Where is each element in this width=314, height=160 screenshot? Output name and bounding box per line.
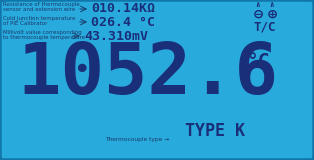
Text: °C: °C — [246, 52, 270, 71]
Text: ⊕: ⊕ — [268, 7, 277, 22]
Text: 1052.6: 1052.6 — [18, 40, 279, 109]
Text: of PIE Calibrator: of PIE Calibrator — [3, 21, 47, 26]
Text: T/C: T/C — [254, 20, 276, 33]
Text: sensor and extension wire: sensor and extension wire — [3, 7, 75, 12]
Text: 026.4 °C: 026.4 °C — [91, 16, 155, 29]
Text: 43.310mV: 43.310mV — [84, 30, 148, 43]
Text: ∧: ∧ — [256, 0, 260, 9]
Text: Millivolt value corresponding: Millivolt value corresponding — [3, 30, 82, 35]
Text: Resistance of thermocouple: Resistance of thermocouple — [3, 2, 80, 7]
Text: Thermocouple type →: Thermocouple type → — [105, 137, 169, 142]
Text: TYPE K: TYPE K — [185, 122, 245, 140]
Text: 010.14KΩ: 010.14KΩ — [91, 2, 155, 15]
Text: ∧: ∧ — [270, 0, 274, 9]
Text: Cold Junction temperature: Cold Junction temperature — [3, 16, 75, 21]
Text: ⊖: ⊖ — [253, 7, 263, 22]
Text: to thermocouple temperature: to thermocouple temperature — [3, 35, 85, 40]
